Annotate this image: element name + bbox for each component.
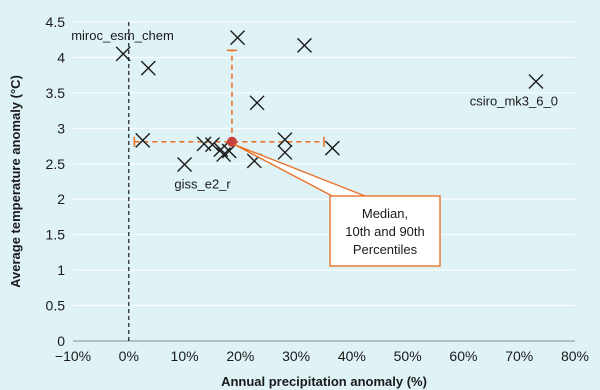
point-label: csiro_mk3_6_0 bbox=[470, 94, 558, 109]
callout-line: Median, bbox=[362, 206, 408, 221]
x-axis-title: Annual precipitation anomaly (%) bbox=[221, 374, 427, 389]
tick-labels: 0 0.5 1 1.5 2 2.5 3 3.5 4 4.5 −10% 0% 10% 20% 30% 40% 50… bbox=[46, 14, 589, 364]
data-point bbox=[135, 132, 151, 148]
x-tick-label: 80% bbox=[561, 348, 589, 364]
grid-lines bbox=[73, 21, 575, 342]
marker-stroke bbox=[528, 74, 544, 90]
marker-stroke bbox=[115, 46, 131, 62]
x-tick-label: 70% bbox=[505, 348, 533, 364]
callout-line: Percentiles bbox=[353, 242, 418, 257]
y-tick-label: 3.5 bbox=[46, 85, 66, 101]
data-point bbox=[277, 144, 293, 160]
y-tick-label: 0 bbox=[57, 333, 65, 349]
data-point bbox=[277, 132, 293, 148]
data-point bbox=[249, 95, 265, 111]
y-tick-label: 1 bbox=[57, 262, 65, 278]
point-label: miroc_esm_chem bbox=[71, 28, 174, 43]
y-tick-label: 0.5 bbox=[46, 298, 66, 314]
marker-stroke bbox=[140, 60, 156, 76]
x-tick-label: 0% bbox=[119, 348, 139, 364]
point-labels: miroc_esm_chem csiro_mk3_6_0 giss_e2_r bbox=[71, 28, 558, 192]
x-tick-label: 50% bbox=[394, 348, 422, 364]
data-point bbox=[324, 140, 340, 156]
x-tick-label: 20% bbox=[226, 348, 254, 364]
y-tick-label: 3 bbox=[57, 120, 65, 136]
callout-box bbox=[329, 195, 441, 267]
data-point bbox=[115, 46, 131, 62]
y-tick-label: 1.5 bbox=[46, 227, 66, 243]
x-tick-label: 10% bbox=[171, 348, 199, 364]
marker-stroke bbox=[196, 136, 212, 152]
point-label: giss_e2_r bbox=[174, 176, 231, 191]
y-axis-title: Average temperature anomaly (°C) bbox=[8, 75, 23, 288]
callout-line: 10th and 90th bbox=[345, 224, 425, 239]
callout-pointer bbox=[234, 144, 371, 199]
data-point bbox=[177, 156, 193, 172]
y-tick-label: 4.5 bbox=[46, 14, 66, 30]
marker-stroke bbox=[135, 132, 151, 148]
median-point bbox=[226, 136, 237, 147]
marker-stroke bbox=[249, 95, 265, 111]
x-tick-label: −10% bbox=[55, 348, 91, 364]
marker-stroke bbox=[296, 37, 312, 53]
data-point bbox=[204, 137, 220, 153]
data-point bbox=[140, 60, 156, 76]
marker-stroke bbox=[230, 30, 246, 46]
data-point bbox=[230, 30, 246, 46]
marker-stroke bbox=[324, 140, 340, 156]
y-tick-label: 4 bbox=[57, 49, 65, 65]
marker-stroke bbox=[277, 144, 293, 160]
y-tick-label: 2.5 bbox=[46, 156, 66, 172]
data-point bbox=[528, 74, 544, 90]
marker-stroke bbox=[213, 142, 229, 158]
data-point bbox=[296, 37, 312, 53]
x-tick-label: 60% bbox=[449, 348, 477, 364]
marker-stroke bbox=[277, 132, 293, 148]
y-tick-label: 2 bbox=[57, 191, 65, 207]
x-tick-label: 40% bbox=[338, 348, 366, 364]
marker-stroke bbox=[204, 137, 220, 153]
data-markers bbox=[115, 30, 544, 172]
marker-stroke bbox=[177, 156, 193, 172]
x-tick-label: 30% bbox=[282, 348, 310, 364]
annotation-callout: Median, 10th and 90th Percentiles bbox=[234, 144, 441, 267]
